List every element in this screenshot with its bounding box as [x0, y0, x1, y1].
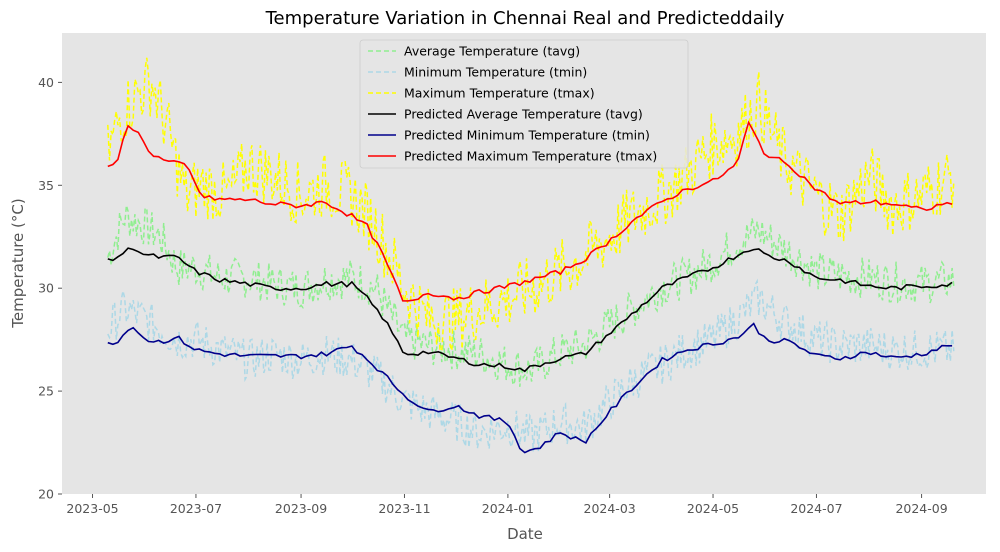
legend: Average Temperature (tavg) Minimum Temper… — [359, 39, 689, 169]
x-tick-label: 2023-07 — [170, 501, 222, 516]
x-tick-label: 2023-09 — [275, 501, 327, 516]
series-line-predicted-maximum-temperature-tmax — [107, 120, 953, 302]
legend-box — [359, 39, 689, 169]
x-axis: 2023-05 2023-07 2023-09 2023-11 2024-01 2024-… — [66, 494, 948, 516]
legend-label-predicted-average-temperature-tavg: Predicted Average Temperature (tavg) — [404, 107, 643, 122]
legend-label-maximum-temperature-tmax: Maximum Temperature (tmax) — [404, 86, 595, 101]
legend-label-average-temperature-tavg: Average Temperature (tavg) — [404, 44, 580, 59]
y-tick-label: 30 — [38, 281, 54, 296]
x-axis-label: Date — [507, 525, 543, 543]
x-tick-label: 2024-09 — [895, 501, 947, 516]
x-tick-label: 2024-03 — [584, 501, 636, 516]
y-tick-label: 25 — [38, 384, 54, 399]
series-line-predicted-minimum-temperature-tmin — [107, 322, 953, 454]
x-tick-label: 2023-05 — [66, 501, 118, 516]
y-tick-label: 40 — [38, 75, 54, 90]
y-axis: 20 25 30 35 40 — [38, 75, 62, 502]
x-tick-label: 2024-01 — [482, 501, 534, 516]
y-tick-label: 20 — [38, 487, 54, 502]
x-tick-label: 2024-07 — [790, 501, 842, 516]
series-line-predicted-average-temperature-tavg — [107, 247, 953, 373]
x-tick-label: 2023-11 — [378, 501, 430, 516]
legend-label-minimum-temperature-tmin: Minimum Temperature (tmin) — [404, 65, 587, 80]
series-line-maximum-temperature-tmax — [107, 57, 955, 353]
legend-label-predicted-minimum-temperature-tmin: Predicted Minimum Temperature (tmin) — [404, 128, 650, 143]
y-tick-label: 35 — [38, 178, 54, 193]
series-line-minimum-temperature-tmin — [107, 278, 955, 452]
series-layer — [107, 57, 955, 454]
x-tick-label: 2024-05 — [687, 501, 739, 516]
y-axis-label: Temperature (°C) — [9, 198, 27, 328]
legend-label-predicted-maximum-temperature-tmax: Predicted Maximum Temperature (tmax) — [404, 149, 657, 164]
chart-title: Temperature Variation in Chennai Real an… — [265, 8, 785, 29]
